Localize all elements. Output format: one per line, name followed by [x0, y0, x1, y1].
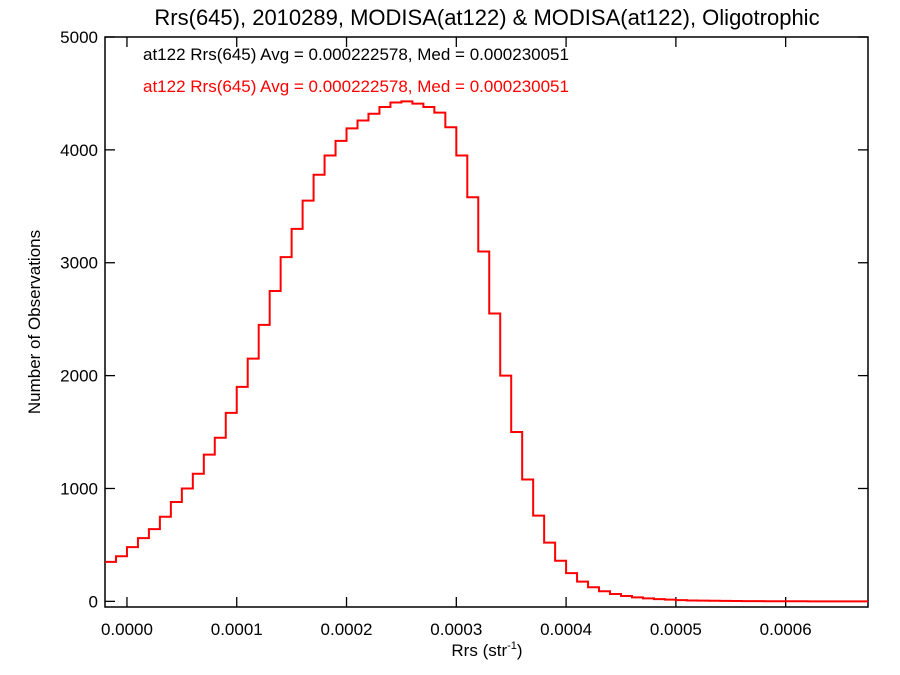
y-tick-label: 3000 [60, 254, 98, 273]
x-tick-label: 0.0005 [650, 620, 702, 639]
y-axis-ticks: 0 1000 2000 3000 4000 5000 [60, 28, 868, 611]
x-axis-ticks: 0.0000 0.0001 0.0002 0.0003 0.0004 0.0005 0.00… [101, 37, 812, 639]
stats-annotation: at122 Rrs(645) Avg = 0.000222578, Med = … [143, 45, 569, 64]
histogram-series-line [105, 100, 868, 603]
stats-annotation: at122 Rrs(645) Avg = 0.000222578, Med = … [143, 77, 569, 96]
x-axis-title: Rrs (str-1) [451, 640, 522, 660]
x-tick-label: 0.0003 [430, 620, 482, 639]
plot-frame [104, 36, 869, 608]
y-tick-label: 0 [89, 592, 98, 611]
y-tick-label: 4000 [60, 141, 98, 160]
x-tick-label: 0.0002 [321, 620, 373, 639]
x-axis-title-suffix: ) [517, 641, 523, 660]
y-tick-label: 1000 [60, 479, 98, 498]
y-tick-label: 2000 [60, 367, 98, 386]
x-axis-title-main: Rrs (str [451, 641, 507, 660]
x-tick-label: 0.0000 [101, 620, 153, 639]
x-axis-title-superscript: -1 [507, 640, 517, 652]
plot-area: 0.0000 0.0001 0.0002 0.0003 0.0004 0.0005 0.00… [60, 28, 869, 639]
x-tick-label: 0.0001 [211, 620, 263, 639]
x-tick-label: 0.0004 [540, 620, 592, 639]
annotation-layer: at122 Rrs(645) Avg = 0.000222578, Med = … [143, 45, 569, 96]
y-axis-title: Number of Observations [25, 230, 44, 414]
chart-title: Rrs(645), 2010289, MODISA(at122) & MODIS… [154, 5, 819, 30]
x-tick-label: 0.0006 [760, 620, 812, 639]
series-layer [105, 100, 868, 603]
y-tick-label: 5000 [60, 28, 98, 47]
